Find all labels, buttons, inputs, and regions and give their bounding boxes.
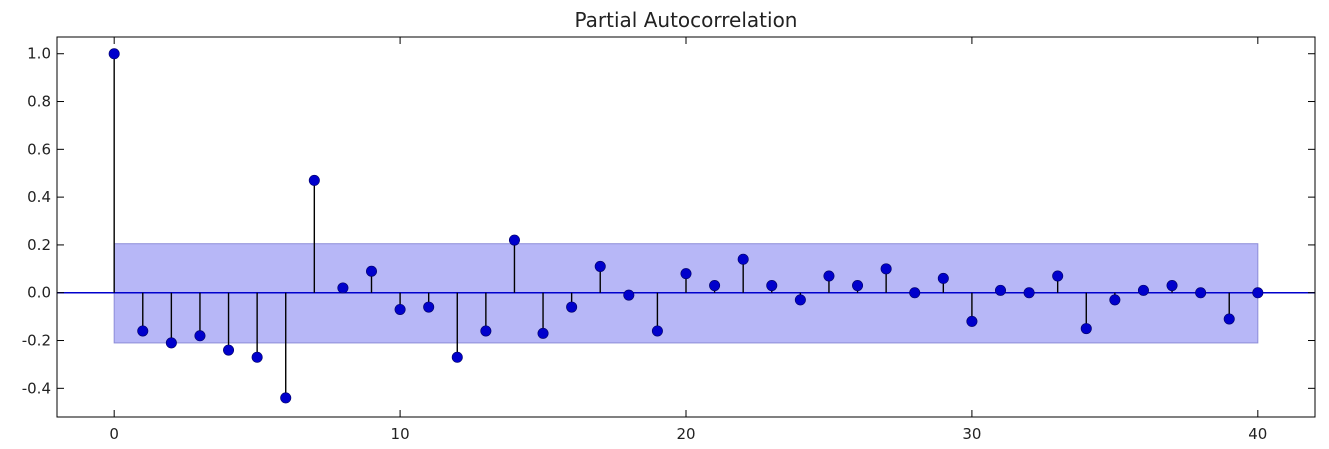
x-tick-label: 40: [1248, 425, 1267, 443]
data-point: [1109, 294, 1121, 306]
y-tick-label: -0.2: [22, 332, 51, 350]
data-point: [852, 280, 864, 292]
data-point: [1166, 280, 1178, 292]
data-point: [108, 48, 120, 60]
data-point: [1137, 284, 1149, 296]
data-point: [223, 344, 235, 356]
data-point: [337, 282, 349, 294]
data-point: [937, 272, 949, 284]
data-point: [365, 265, 377, 277]
data-point: [1195, 287, 1207, 299]
data-point: [737, 253, 749, 265]
data-point: [1052, 270, 1064, 282]
data-point: [423, 301, 435, 313]
chart-title: Partial Autocorrelation: [575, 8, 798, 32]
x-tick-label: 20: [676, 425, 695, 443]
x-tick-label: 10: [391, 425, 410, 443]
data-point: [1023, 287, 1035, 299]
y-tick-label: 0.0: [27, 284, 51, 302]
data-point: [909, 287, 921, 299]
plot-area: [56, 36, 1316, 418]
data-point: [537, 327, 549, 339]
data-point: [308, 174, 320, 186]
x-tick-label: 0: [109, 425, 119, 443]
data-point: [1252, 287, 1264, 299]
data-point: [709, 280, 721, 292]
x-tick-label: 30: [962, 425, 981, 443]
y-tick-label: -0.4: [22, 379, 51, 397]
y-tick-label: 0.2: [27, 236, 51, 254]
data-point: [794, 294, 806, 306]
data-point: [766, 280, 778, 292]
data-point: [251, 351, 263, 363]
data-point: [823, 270, 835, 282]
data-point: [566, 301, 578, 313]
data-point: [994, 284, 1006, 296]
data-point: [651, 325, 663, 337]
data-point: [451, 351, 463, 363]
data-point: [966, 315, 978, 327]
data-point: [280, 392, 292, 404]
y-tick-label: 0.6: [27, 140, 51, 158]
data-point: [1223, 313, 1235, 325]
data-point: [623, 289, 635, 301]
y-tick-label: 0.4: [27, 188, 51, 206]
data-point: [394, 303, 406, 315]
data-point: [508, 234, 520, 246]
data-point: [594, 260, 606, 272]
y-tick-label: 0.8: [27, 93, 51, 111]
data-point: [165, 337, 177, 349]
data-point: [137, 325, 149, 337]
y-tick-label: 1.0: [27, 45, 51, 63]
data-point: [880, 263, 892, 275]
data-point: [480, 325, 492, 337]
data-point: [680, 268, 692, 280]
data-point: [1080, 323, 1092, 335]
data-point: [194, 330, 206, 342]
